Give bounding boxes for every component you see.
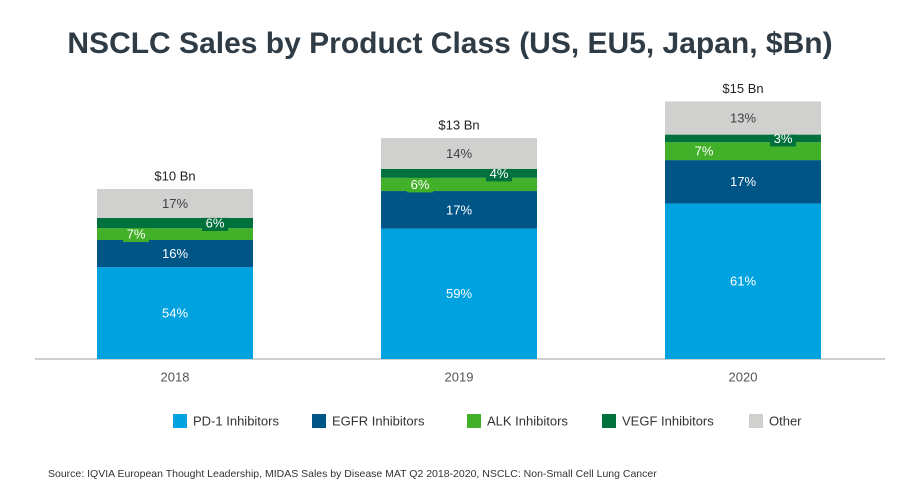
bar-segment (665, 203, 821, 359)
legend-swatch (312, 414, 326, 428)
bar-segment (97, 189, 253, 218)
bar-segment (97, 217, 253, 229)
bar-segment (97, 240, 253, 268)
legend-swatch (602, 414, 616, 428)
legend-swatch (467, 414, 481, 428)
data-label: 7% (695, 144, 714, 159)
x-tick-label: 2018 (161, 369, 190, 384)
label-box (202, 215, 228, 231)
bar-segment (381, 138, 537, 169)
x-tick-label: 2020 (729, 369, 758, 384)
data-label: 4% (490, 166, 509, 181)
data-label: 6% (206, 215, 225, 230)
bar-segment (665, 101, 821, 135)
data-label: 7% (127, 226, 146, 241)
bar-segment (665, 160, 821, 204)
legend-label: EGFR Inhibitors (332, 413, 425, 428)
data-label: 54% (162, 306, 188, 321)
bar-segment (97, 267, 253, 359)
total-label: $15 Bn (722, 81, 763, 96)
bar-segment (381, 228, 537, 359)
bar-segment (381, 168, 537, 178)
data-label: 14% (446, 146, 472, 161)
data-label: 59% (446, 286, 472, 301)
legend-swatch (173, 414, 187, 428)
legend-label: ALK Inhibitors (487, 413, 568, 428)
total-label: $13 Bn (438, 117, 479, 132)
data-label: 6% (411, 177, 430, 192)
data-label: 13% (730, 110, 756, 125)
legend-swatch (749, 414, 763, 428)
x-tick-label: 2019 (445, 369, 474, 384)
total-label: $10 Bn (154, 168, 195, 183)
bar-segment (97, 228, 253, 240)
legend-label: VEGF Inhibitors (622, 413, 714, 428)
legend-label: Other (769, 413, 802, 428)
source-note: Source: IQVIA European Thought Leadershi… (48, 468, 657, 480)
label-box (486, 165, 512, 182)
label-box (691, 143, 717, 160)
label-box (123, 226, 149, 243)
data-label: 17% (730, 174, 756, 189)
chart-title: NSCLC Sales by Product Class (US, EU5, J… (67, 27, 832, 60)
bar-segment (381, 177, 537, 192)
bar-segment (381, 191, 537, 229)
bar-segment (665, 134, 821, 143)
label-box (407, 176, 433, 193)
data-label: 17% (162, 196, 188, 211)
data-label: 61% (730, 274, 756, 289)
data-label: 17% (446, 202, 472, 217)
bar-segment (665, 142, 821, 161)
legend-label: PD-1 Inhibitors (193, 413, 279, 428)
data-label: 16% (162, 246, 188, 261)
data-label: 3% (774, 131, 793, 146)
